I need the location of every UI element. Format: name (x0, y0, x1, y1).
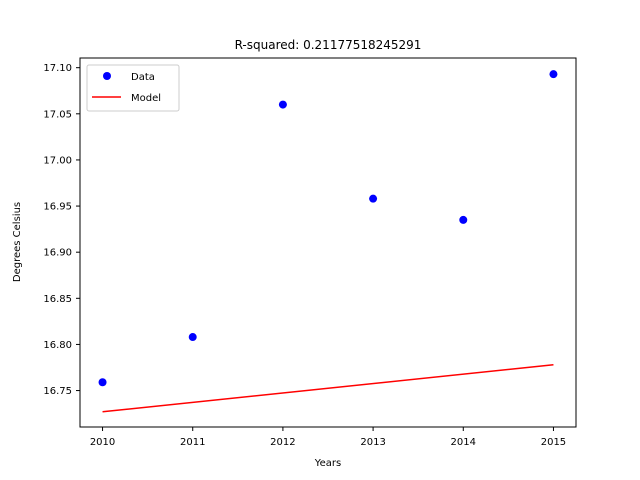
x-axis: 2010 2011 2012 2013 2014 2015 (90, 427, 566, 448)
y-tick-label: 16.95 (43, 202, 72, 213)
y-tick-label: 16.80 (43, 340, 72, 351)
x-tick-label: 2015 (541, 437, 566, 448)
y-tick-label: 16.90 (43, 248, 72, 259)
y-tick-label: 17.10 (43, 63, 72, 74)
plot-area: 2010 2011 2012 2013 2014 2015 16.75 16.80 16.85… (43, 57, 577, 448)
y-tick-label: 16.85 (43, 294, 72, 305)
x-axis-label: Years (314, 458, 341, 469)
data-point (549, 70, 558, 79)
y-tick-label: 16.75 (43, 386, 72, 397)
model-line (102, 363, 554, 413)
chart-title: R-squared: 0.21177518245291 (235, 38, 422, 52)
x-tick-label: 2014 (451, 437, 476, 448)
legend-data-marker (103, 72, 111, 80)
data-point (188, 333, 197, 342)
series-layer (98, 70, 558, 413)
y-axis: 16.75 16.80 16.85 16.90 16.95 17.00 17.05 17.10 (43, 63, 80, 397)
y-tick-label: 17.00 (43, 155, 72, 166)
x-tick-label: 2012 (270, 437, 295, 448)
x-tick-label: 2010 (90, 437, 115, 448)
data-point (459, 215, 468, 224)
data-point (98, 378, 107, 387)
legend-label-model: Model (131, 93, 161, 104)
y-tick-label: 17.05 (43, 109, 72, 120)
x-tick-label: 2013 (360, 437, 385, 448)
data-point (278, 100, 287, 109)
legend: Data Model (86, 64, 180, 112)
data-point (369, 194, 378, 203)
y-axis-label: Degrees Celsius (12, 202, 23, 282)
x-tick-label: 2011 (180, 437, 205, 448)
plot-frame (79, 57, 577, 428)
legend-label-data: Data (131, 72, 155, 83)
